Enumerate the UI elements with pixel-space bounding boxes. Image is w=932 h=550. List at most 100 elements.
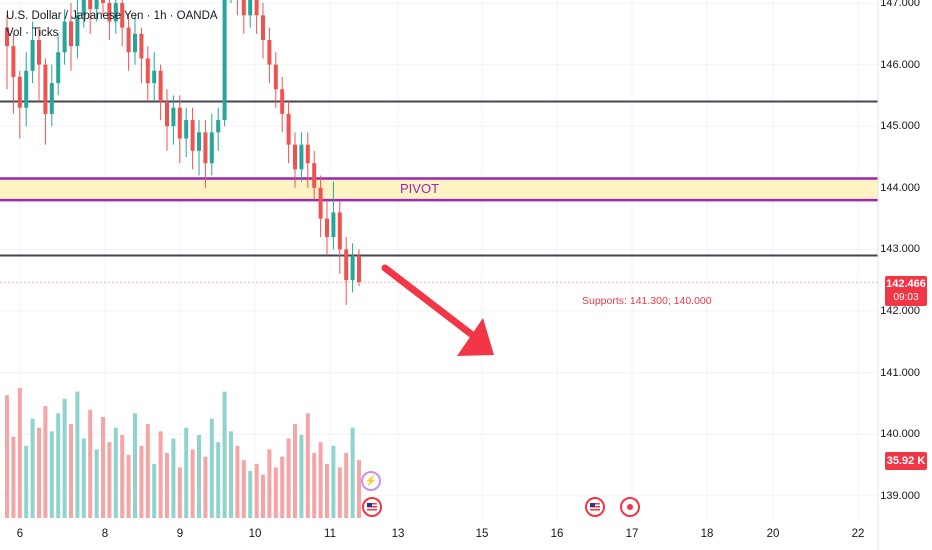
candle-body (126, 27, 131, 53)
volume-bar (171, 438, 176, 518)
volume-bar (299, 434, 304, 518)
us-flag-icon[interactable] (362, 497, 382, 517)
time-axis-label: 17 (625, 528, 639, 540)
volume-bar (190, 449, 195, 518)
volume-bar (88, 409, 93, 518)
candle-body (5, 27, 9, 47)
volume-bar (165, 453, 169, 518)
volume-indicator-title[interactable]: Vol · Ticks (6, 27, 59, 39)
volume-bar (49, 431, 54, 518)
volume-bar (107, 442, 112, 518)
volume-bar (11, 436, 16, 518)
candle-body (94, 0, 99, 10)
candle-body (267, 39, 272, 65)
candle-body (241, 0, 246, 16)
candle-body (261, 15, 265, 40)
candle-body (344, 249, 349, 281)
supports-label: Supports: 141.300; 140.000 (582, 295, 712, 307)
candle-body (357, 255, 361, 283)
pivot-label: PIVOT (400, 181, 440, 196)
time-axis-label: 6 (16, 528, 24, 540)
volume-bar (197, 434, 201, 518)
volume-bar (94, 449, 99, 518)
candle-body (145, 58, 150, 84)
time-axis-label: 10 (248, 528, 262, 540)
candle-body (30, 39, 35, 71)
volume-bar (43, 406, 48, 518)
candle-body (248, 0, 253, 16)
price-axis-label: 146.000 (880, 58, 920, 71)
volume-bar (350, 427, 355, 518)
candle-body (81, 0, 86, 16)
volume-bar (293, 424, 297, 518)
candle-body (254, 0, 259, 16)
volume-bar (222, 391, 227, 518)
time-axis-label: 13 (391, 528, 405, 540)
candle-body (133, 33, 137, 53)
last-price-tag: 142.466 09:03 (885, 276, 927, 306)
volume-bar (331, 445, 336, 518)
volume-bar (229, 431, 233, 518)
candle-body (325, 218, 329, 238)
volume-bar (139, 445, 144, 518)
pivot-zone[interactable] (0, 178, 878, 201)
candle-body (120, 3, 125, 28)
forecast-arrow[interactable] (381, 264, 494, 356)
volume-bar (113, 427, 118, 518)
volume-bar (120, 434, 125, 518)
volume-bar (286, 438, 291, 518)
candle-body (69, 21, 73, 47)
price-axis-label: 142.000 (880, 305, 920, 317)
volume-bar (235, 445, 240, 518)
price-axis-label: 144.000 (880, 181, 920, 194)
volume-bar (184, 427, 189, 518)
candle-body (113, 3, 118, 22)
candle-body (190, 120, 195, 151)
candle-body (62, 21, 67, 53)
volume-bar (344, 453, 349, 518)
candle-body (216, 120, 221, 133)
price-axis-label: 145.000 (880, 120, 920, 133)
candle-body (107, 3, 112, 22)
volume-bar (81, 438, 86, 518)
candle-body (101, 0, 105, 3)
event-dot-icon[interactable] (620, 497, 640, 517)
candle-body (312, 163, 317, 188)
last-price-value: 142.466 (886, 278, 926, 290)
candle-body (350, 255, 355, 281)
bar-countdown: 09:03 (893, 292, 919, 303)
volume-bars (5, 388, 361, 518)
volume-bar (126, 454, 131, 518)
volume-bar (305, 413, 310, 518)
candle-body (280, 89, 285, 114)
volume-bar (133, 413, 137, 518)
volume-bar (312, 453, 317, 518)
volume-bar (177, 467, 182, 518)
time-axis-label: 16 (550, 528, 564, 540)
volume-bar (337, 467, 342, 518)
candle-body (305, 144, 310, 164)
volume-bar (56, 413, 61, 518)
candle-body (17, 76, 22, 108)
price-axis-label: 147.000 (880, 0, 920, 9)
volume-bar (158, 431, 163, 518)
us-flag-icon[interactable] (585, 497, 605, 517)
symbol-legend: U.S. Dollar / Japanese Yen · 1h · OANDA … (6, 8, 218, 42)
candle-body (203, 132, 208, 164)
volume-bar (280, 456, 285, 518)
candle-body (177, 107, 182, 139)
candle-body (152, 70, 157, 84)
candle-body (11, 46, 16, 77)
volume-bar (101, 416, 105, 518)
symbol-title[interactable]: U.S. Dollar / Japanese Yen · 1h · OANDA (6, 10, 218, 22)
candles (5, 0, 361, 305)
volume-bar (203, 456, 208, 518)
candle-body (184, 120, 189, 139)
time-axis-label: 8 (101, 528, 109, 540)
candle-body (273, 64, 278, 90)
candle-body (165, 101, 169, 127)
candle-body (209, 132, 214, 164)
lightning-icon[interactable]: ⚡ (361, 471, 381, 491)
candle-body (88, 0, 93, 10)
